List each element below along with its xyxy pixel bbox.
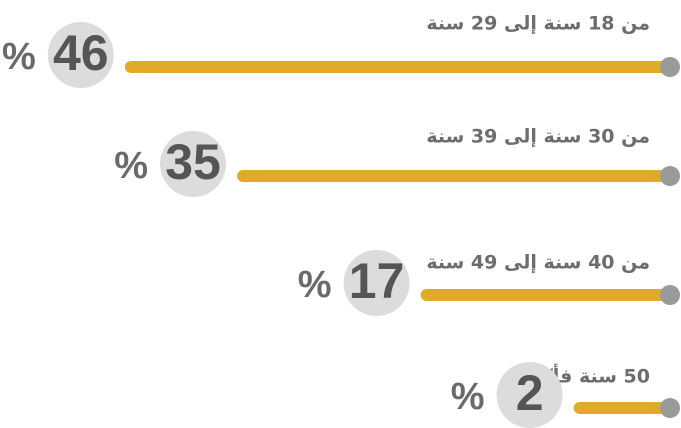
value-circle [343,250,410,316]
value-circle [47,22,114,88]
percent-sign: % [2,36,36,78]
bar-end-dot [660,285,680,305]
bar-end-dot [660,57,680,77]
percent-sign: % [451,376,485,418]
percent-sign: % [114,145,148,187]
value-circle [160,131,226,197]
value-label: 46 [53,25,109,81]
category-label: من 40 سنة إلى 49 سنة [426,252,650,274]
category-label: من 30 سنة إلى 39 سنة [426,126,650,148]
value-label: 35 [165,134,221,190]
category-label: من 18 سنة إلى 29 سنة [426,13,650,35]
value-circle [496,362,563,428]
percent-sign: % [298,264,332,306]
value-label: 2 [516,365,544,421]
bar-end-dot [660,398,680,418]
value-label: 17 [349,253,405,309]
bar-end-dot [660,166,680,186]
